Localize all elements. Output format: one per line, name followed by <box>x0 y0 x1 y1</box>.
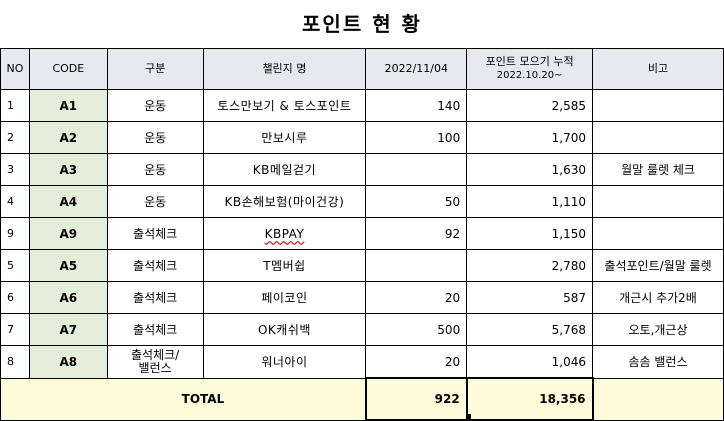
table-row: 7 A7 출석체크 OK캐쉬백 500 5,768 오토,개근상 <box>0 313 724 346</box>
total-label[interactable]: TOTAL <box>0 377 367 421</box>
cell-daily-points[interactable] <box>365 249 468 282</box>
header-no: NO <box>0 48 30 90</box>
header-accumulated-line2: 2022.10.20~ <box>496 70 563 81</box>
cell-note[interactable] <box>592 121 724 154</box>
header-accumulated-line1: 포인트 모으기 누적 <box>485 55 574 68</box>
cell-challenge-name[interactable]: 토스만보기 & 토스포인트 <box>202 89 367 122</box>
header-code: CODE <box>28 48 108 90</box>
cell-type-line2: 밸런스 <box>138 360 172 375</box>
cell-no[interactable]: 8 <box>0 345 30 379</box>
cell-no[interactable]: 7 <box>0 313 30 346</box>
cell-daily-points[interactable]: 20 <box>365 281 468 314</box>
total-row: TOTAL 922 18,356 <box>0 377 724 421</box>
cell-daily-points[interactable] <box>365 153 468 186</box>
cell-accumulated-points[interactable]: 1,110 <box>466 185 594 218</box>
cell-accumulated-points[interactable]: 1,046 <box>466 345 594 379</box>
header-note: 비고 <box>592 48 724 90</box>
table-row: 3 A3 운동 KB메일걷기 1,630 월말 룰렛 체크 <box>0 153 724 186</box>
cell-challenge-name[interactable]: KBPAY <box>202 217 367 250</box>
cell-accumulated-points[interactable]: 5,768 <box>466 313 594 346</box>
cell-challenge-name[interactable]: 만보시루 <box>202 121 367 154</box>
cell-accumulated-points[interactable]: 587 <box>466 281 594 314</box>
header-row: NO CODE 구분 챌린지 명 2022/11/04 포인트 모으기 누적 2… <box>0 48 724 90</box>
header-type: 구분 <box>106 48 204 90</box>
cell-no[interactable]: 5 <box>0 249 30 282</box>
cell-code[interactable]: A1 <box>28 89 108 122</box>
cell-daily-points[interactable]: 500 <box>365 313 468 346</box>
table-row: 2 A2 운동 만보시루 100 1,700 <box>0 121 724 154</box>
table-row: 4 A4 운동 KB손해보험(마이건강) 50 1,110 <box>0 185 724 218</box>
cell-code[interactable]: A4 <box>28 185 108 218</box>
cell-no[interactable]: 4 <box>0 185 30 218</box>
cell-no[interactable]: 3 <box>0 153 30 186</box>
cell-daily-points[interactable]: 140 <box>365 89 468 122</box>
cell-no[interactable]: 2 <box>0 121 30 154</box>
points-table: NO CODE 구분 챌린지 명 2022/11/04 포인트 모으기 누적 2… <box>0 48 724 421</box>
cell-no[interactable]: 1 <box>0 89 30 122</box>
cell-type[interactable]: 출석체크 <box>106 313 204 346</box>
total-daily-points[interactable]: 922 <box>364 377 468 421</box>
page-title: 포인트 현 황 <box>302 12 422 36</box>
cell-note[interactable]: 오토,개근상 <box>592 313 724 346</box>
cell-accumulated-points[interactable]: 2,780 <box>466 249 594 282</box>
cell-type[interactable]: 운동 <box>106 89 204 122</box>
cell-accumulated-points[interactable]: 1,700 <box>466 121 594 154</box>
total-note[interactable] <box>592 377 724 421</box>
header-challenge-name: 챌린지 명 <box>202 48 367 90</box>
cell-code[interactable]: A9 <box>28 217 108 250</box>
cell-no[interactable]: 9 <box>0 217 30 250</box>
cell-type[interactable]: 운동 <box>106 121 204 154</box>
cell-code[interactable]: A7 <box>28 313 108 346</box>
header-date: 2022/11/04 <box>365 48 468 90</box>
cell-type[interactable]: 출석체크/ 밸런스 <box>106 345 204 379</box>
cell-type[interactable]: 운동 <box>106 153 204 186</box>
cell-note[interactable] <box>592 185 724 218</box>
cell-daily-points[interactable]: 20 <box>365 345 468 379</box>
cell-challenge-name[interactable]: 워너아이 <box>202 345 367 379</box>
cell-daily-points[interactable]: 92 <box>365 217 468 250</box>
cell-daily-points[interactable]: 100 <box>365 121 468 154</box>
table-row: 8 A8 출석체크/ 밸런스 워너아이 20 1,046 솜솜 밸런스 <box>0 345 724 379</box>
table-row: 6 A6 출석체크 페이코인 20 587 개근시 추가2배 <box>0 281 724 314</box>
cell-code[interactable]: A5 <box>28 249 108 282</box>
cell-type-line1: 출석체크/ <box>131 347 180 362</box>
cell-daily-points[interactable]: 50 <box>365 185 468 218</box>
cell-note[interactable]: 개근시 추가2배 <box>592 281 724 314</box>
cell-challenge-name[interactable]: T멤버쉽 <box>202 249 367 282</box>
cell-code[interactable]: A6 <box>28 281 108 314</box>
cell-note[interactable]: 월말 룰렛 체크 <box>592 153 724 186</box>
table-row: 5 A5 출석체크 T멤버쉽 2,780 출석포인트/월말 룰렛 <box>0 249 724 282</box>
cell-code[interactable]: A2 <box>28 121 108 154</box>
cell-no[interactable]: 6 <box>0 281 30 314</box>
cell-challenge-name[interactable]: KB메일걷기 <box>202 153 367 186</box>
cell-accumulated-points[interactable]: 1,630 <box>466 153 594 186</box>
spellcheck-underlined-text: KBPAY <box>264 226 305 241</box>
cell-code[interactable]: A3 <box>28 153 108 186</box>
cell-challenge-name[interactable]: 페이코인 <box>202 281 367 314</box>
cell-challenge-name[interactable]: KB손해보험(마이건강) <box>202 185 367 218</box>
cell-note[interactable]: 솜솜 밸런스 <box>592 345 724 379</box>
cell-type[interactable]: 출석체크 <box>106 249 204 282</box>
header-accumulated: 포인트 모으기 누적 2022.10.20~ <box>466 48 594 90</box>
cell-note[interactable]: 출석포인트/월말 룰렛 <box>592 249 724 282</box>
cell-accumulated-points[interactable]: 1,150 <box>466 217 594 250</box>
table-row: 9 A9 출석체크 KBPAY 92 1,150 <box>0 217 724 250</box>
cell-type[interactable]: 운동 <box>106 185 204 218</box>
fill-handle[interactable] <box>466 414 471 420</box>
cell-challenge-name[interactable]: OK캐쉬백 <box>202 313 367 346</box>
cell-type[interactable]: 출석체크 <box>106 217 204 250</box>
cell-accumulated-points[interactable]: 2,585 <box>466 89 594 122</box>
table-row: 1 A1 운동 토스만보기 & 토스포인트 140 2,585 <box>0 89 724 122</box>
cell-code[interactable]: A8 <box>28 345 108 379</box>
cell-note[interactable] <box>592 217 724 250</box>
total-accumulated-points[interactable]: 18,356 <box>465 377 594 421</box>
cell-note[interactable] <box>592 89 724 122</box>
cell-type[interactable]: 출석체크 <box>106 281 204 314</box>
